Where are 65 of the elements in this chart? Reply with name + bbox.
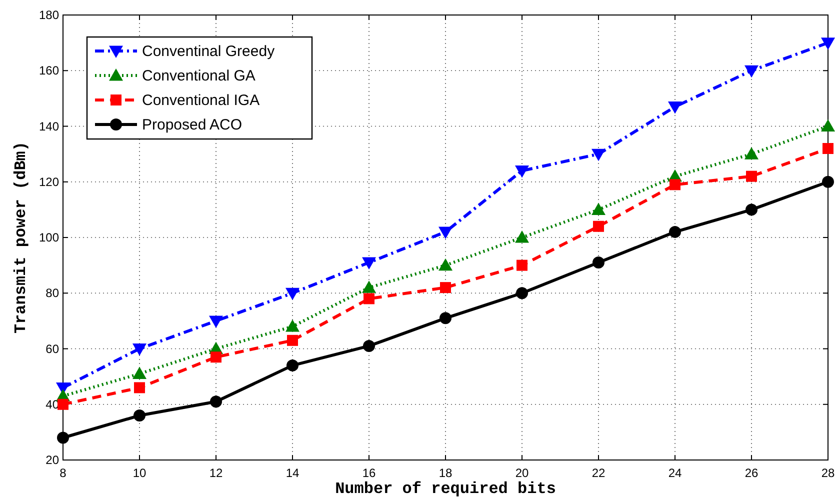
point [592, 202, 606, 215]
y-tick-label: 140 [38, 119, 60, 134]
x-tick-label: 16 [362, 466, 376, 480]
point [364, 293, 374, 304]
x-tick-label: 28 [821, 466, 835, 480]
point [746, 170, 757, 182]
point [744, 65, 758, 78]
point [669, 226, 681, 238]
point [132, 344, 146, 356]
point [363, 340, 375, 352]
point [592, 256, 604, 269]
point [440, 282, 451, 294]
legend-label: Conventional IGA [142, 92, 260, 109]
point [440, 312, 452, 324]
point [209, 316, 223, 328]
x-tick-label: 12 [209, 466, 223, 480]
point [593, 220, 604, 232]
point [670, 179, 680, 190]
y-tick-label: 60 [46, 342, 60, 356]
y-tick-label: 180 [38, 8, 60, 22]
x-tick-label: 22 [592, 466, 606, 480]
point [286, 288, 300, 300]
point [744, 147, 758, 160]
point [438, 258, 452, 271]
point [821, 119, 835, 132]
legend-label: Proposed ACO [142, 116, 242, 134]
point [58, 398, 68, 410]
point [515, 230, 529, 243]
point [210, 396, 222, 408]
point [516, 287, 528, 300]
y-tick-label: 80 [46, 286, 60, 300]
point [515, 166, 529, 178]
point [134, 382, 145, 394]
point [362, 280, 376, 293]
point [286, 359, 298, 372]
point [57, 432, 69, 444]
point [822, 176, 834, 188]
x-tick-label: 14 [286, 466, 300, 480]
legend-label: Conventinal Greedy [142, 43, 276, 60]
y-axis-title: Transmit power (dBm) [12, 141, 30, 334]
point [438, 226, 452, 239]
y-tick-label: 100 [38, 230, 60, 244]
point [592, 148, 606, 162]
point [210, 352, 222, 363]
point [822, 143, 834, 154]
x-tick-label: 26 [744, 466, 758, 480]
y-tick-label: 20 [46, 453, 60, 467]
y-tick-label: 160 [38, 64, 60, 78]
point [668, 102, 682, 114]
point [134, 410, 146, 422]
x-tick-label: 10 [132, 466, 146, 480]
x-axis-title: Number of required bits [335, 480, 556, 497]
legend-label: Conventional GA [142, 68, 256, 84]
y-tick-label: 120 [38, 174, 60, 189]
point [821, 38, 835, 50]
point [287, 334, 298, 346]
x-tick-label: 8 [60, 466, 67, 480]
x-tick-label: 20 [515, 466, 529, 480]
point [132, 366, 146, 380]
point [362, 257, 376, 270]
point [286, 320, 300, 332]
point [516, 260, 528, 271]
point [746, 204, 758, 216]
x-tick-label: 24 [668, 466, 682, 480]
x-tick-label: 18 [438, 466, 452, 480]
